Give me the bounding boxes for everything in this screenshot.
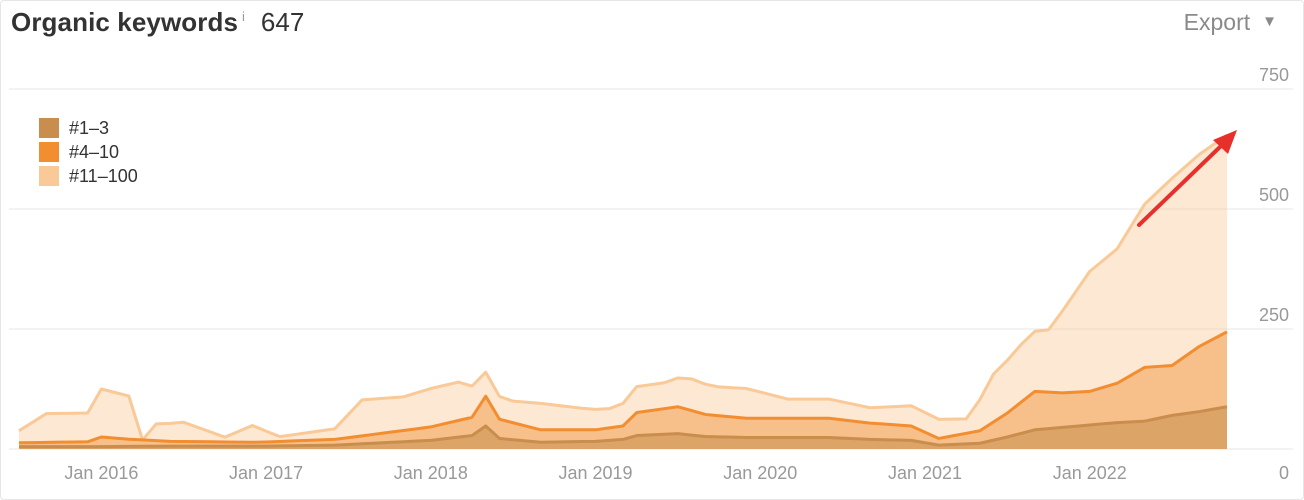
x-tick-label: Jan 2020 [723,463,797,483]
legend-item-top100[interactable]: #11–100 [39,164,138,188]
y-tick-label: 0 [1279,463,1289,483]
y-tick-label: 250 [1259,305,1289,325]
export-button[interactable]: Export ▼ [1184,9,1277,36]
x-tick-label: Jan 2019 [559,463,633,483]
legend-label: #4–10 [69,141,120,162]
legend-label: #11–100 [69,165,138,186]
x-tick-label: Jan 2016 [64,463,138,483]
y-tick-label: 750 [1259,65,1289,85]
legend-swatch [39,142,59,162]
legend-swatch [39,166,59,186]
x-tick-label: Jan 2018 [394,463,468,483]
line-top3 [19,405,1228,449]
export-label: Export [1183,9,1251,35]
x-tick-label: Jan 2017 [229,463,303,483]
trend-arrow-shaft [1137,144,1223,227]
y-tick-label: 500 [1259,185,1289,205]
area-top100 [19,135,1227,449]
chart-legend: #1–3 #4–10 #11–100 [39,116,138,188]
info-icon[interactable]: i [242,9,245,24]
line-top100 [18,133,1228,442]
card-title: Organic keywords [11,7,239,37]
x-tick-label: Jan 2022 [1053,463,1127,483]
legend-item-top3[interactable]: #1–3 [39,116,138,140]
legend-swatch [39,118,59,138]
line-top10 [18,330,1228,445]
card-header: Organic keywords i 647 [11,7,304,41]
keyword-count: 647 [260,7,305,37]
legend-label: #1–3 [69,117,110,138]
x-tick-label: Jan 2021 [888,463,962,483]
trend-arrow-head [1213,130,1237,154]
chevron-down-icon: ▼ [1262,13,1277,30]
legend-item-top10[interactable]: #4–10 [39,140,138,164]
